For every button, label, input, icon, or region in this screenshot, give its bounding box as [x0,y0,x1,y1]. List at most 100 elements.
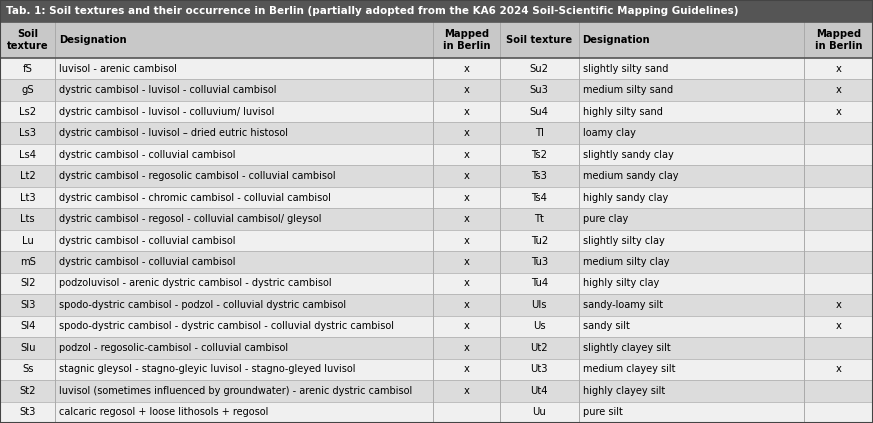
Text: x: x [464,150,470,159]
Bar [0,122,873,144]
Text: medium sandy clay: medium sandy clay [582,171,678,181]
Text: Designation: Designation [582,35,650,45]
Text: pure silt: pure silt [582,407,622,417]
Bar [0,337,873,359]
Text: x: x [464,192,470,203]
Text: Soil
texture: Soil texture [7,29,49,51]
Text: Ss: Ss [22,364,33,374]
Text: dystric cambisol - luvisol – dried eutric histosol: dystric cambisol - luvisol – dried eutri… [59,128,288,138]
Bar [0,208,873,230]
Text: medium silty sand: medium silty sand [582,85,673,95]
Text: sandy silt: sandy silt [582,321,629,331]
Text: stagnic gleysol - stagno-gleyic luvisol - stagno-gleyed luvisol: stagnic gleysol - stagno-gleyic luvisol … [59,364,356,374]
Text: Tab. 1: Soil textures and their occurrence in Berlin (partially adopted from the: Tab. 1: Soil textures and their occurren… [6,6,739,16]
Text: x: x [835,321,842,331]
Bar [0,101,873,122]
Text: Tl: Tl [535,128,544,138]
Text: dystric cambisol - luvisol - colluvium/ luvisol: dystric cambisol - luvisol - colluvium/ … [59,107,275,117]
Text: podzol - regosolic-cambisol - colluvial cambisol: podzol - regosolic-cambisol - colluvial … [59,343,289,353]
Text: luvisol (sometimes influenced by groundwater) - arenic dystric cambisol: luvisol (sometimes influenced by groundw… [59,386,413,396]
Bar [0,0,873,22]
Bar [0,230,873,251]
Text: highly sandy clay: highly sandy clay [582,192,668,203]
Text: loamy clay: loamy clay [582,128,636,138]
Text: dystric cambisol - chromic cambisol - colluvial cambisol: dystric cambisol - chromic cambisol - co… [59,192,332,203]
Text: x: x [464,257,470,267]
Text: x: x [835,64,842,74]
Text: pure clay: pure clay [582,214,628,224]
Text: Mapped
in Berlin: Mapped in Berlin [443,29,491,51]
Bar [0,165,873,187]
Text: Lt3: Lt3 [20,192,36,203]
Text: calcaric regosol + loose lithosols + regosol: calcaric regosol + loose lithosols + reg… [59,407,269,417]
Text: slightly sandy clay: slightly sandy clay [582,150,673,159]
Text: dystric cambisol - regosolic cambisol - colluvial cambisol: dystric cambisol - regosolic cambisol - … [59,171,336,181]
Text: Tu2: Tu2 [531,236,548,245]
Text: Ls4: Ls4 [19,150,36,159]
Bar [0,294,873,316]
Text: x: x [464,236,470,245]
Text: x: x [835,364,842,374]
Text: x: x [835,85,842,95]
Text: Lt2: Lt2 [20,171,36,181]
Text: Soil texture: Soil texture [506,35,573,45]
Text: Ts4: Ts4 [532,192,547,203]
Text: Slu: Slu [20,343,36,353]
Text: dystric cambisol - luvisol - colluvial cambisol: dystric cambisol - luvisol - colluvial c… [59,85,277,95]
Text: highly clayey silt: highly clayey silt [582,386,664,396]
Text: x: x [464,107,470,117]
Text: Uu: Uu [533,407,546,417]
Text: x: x [464,343,470,353]
Text: Ls3: Ls3 [19,128,36,138]
Text: Sl2: Sl2 [20,278,36,288]
Text: x: x [464,171,470,181]
Text: Su2: Su2 [530,64,549,74]
Text: Uls: Uls [532,300,547,310]
Bar [0,58,873,80]
Text: x: x [464,364,470,374]
Text: gS: gS [22,85,34,95]
Text: dystric cambisol - colluvial cambisol: dystric cambisol - colluvial cambisol [59,150,236,159]
Text: x: x [835,107,842,117]
Text: Ut4: Ut4 [531,386,548,396]
Bar [0,187,873,208]
Bar [0,144,873,165]
Text: x: x [464,128,470,138]
Text: Lu: Lu [22,236,33,245]
Text: Mapped
in Berlin: Mapped in Berlin [815,29,863,51]
Text: Sl3: Sl3 [20,300,36,310]
Text: medium silty clay: medium silty clay [582,257,669,267]
Text: fS: fS [23,64,32,74]
Text: x: x [835,300,842,310]
Bar [0,251,873,273]
Text: mS: mS [20,257,36,267]
Bar [0,273,873,294]
Text: x: x [464,214,470,224]
Text: Tu4: Tu4 [531,278,548,288]
Text: Ts3: Ts3 [532,171,547,181]
Bar [0,80,873,101]
Text: Sl4: Sl4 [20,321,36,331]
Text: Su3: Su3 [530,85,549,95]
Text: Su4: Su4 [530,107,549,117]
Text: Ut3: Ut3 [531,364,548,374]
Text: highly silty clay: highly silty clay [582,278,659,288]
Text: podzoluvisol - arenic dystric cambisol - dystric cambisol: podzoluvisol - arenic dystric cambisol -… [59,278,332,288]
Text: x: x [464,386,470,396]
Bar [0,380,873,401]
Text: Designation: Designation [59,35,127,45]
Text: St3: St3 [19,407,36,417]
Bar [0,401,873,423]
Text: dystric cambisol - regosol - colluvial cambisol/ gleysol: dystric cambisol - regosol - colluvial c… [59,214,322,224]
Text: spodo-dystric cambisol - dystric cambisol - colluvial dystric cambisol: spodo-dystric cambisol - dystric cambiso… [59,321,395,331]
Bar [0,359,873,380]
Text: St2: St2 [19,386,36,396]
Text: x: x [464,300,470,310]
Text: Tt: Tt [534,214,544,224]
Bar [0,316,873,337]
Text: medium clayey silt: medium clayey silt [582,364,675,374]
Text: spodo-dystric cambisol - podzol - colluvial dystric cambisol: spodo-dystric cambisol - podzol - colluv… [59,300,347,310]
Text: dystric cambisol - colluvial cambisol: dystric cambisol - colluvial cambisol [59,257,236,267]
Text: x: x [464,64,470,74]
Text: Ts2: Ts2 [532,150,547,159]
